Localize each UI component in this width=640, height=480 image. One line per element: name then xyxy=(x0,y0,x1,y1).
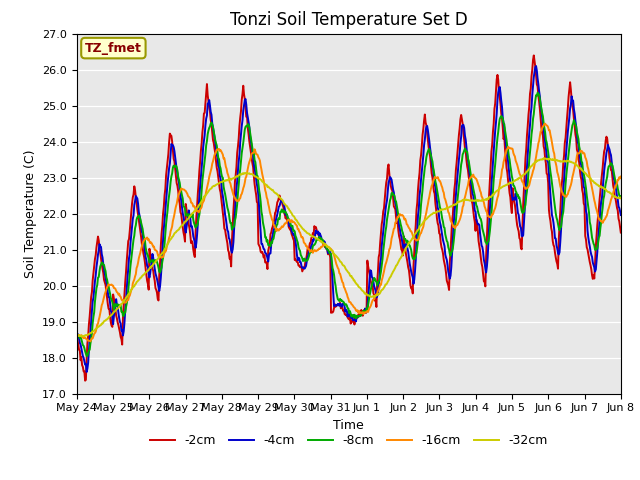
-2cm xyxy=(140,251,147,256)
X-axis label: Time: Time xyxy=(333,419,364,432)
-8cm xyxy=(83,353,90,359)
-16cm xyxy=(86,338,94,344)
-32cm xyxy=(617,195,625,201)
Line: -16cm: -16cm xyxy=(77,124,621,341)
-4cm xyxy=(223,228,231,233)
-2cm xyxy=(73,329,81,335)
-8cm xyxy=(617,193,625,199)
-4cm xyxy=(84,366,92,372)
-32cm xyxy=(81,334,88,339)
Y-axis label: Soil Temperature (C): Soil Temperature (C) xyxy=(24,149,36,278)
-32cm xyxy=(431,210,439,216)
-4cm xyxy=(416,192,424,198)
-16cm xyxy=(223,170,231,176)
-16cm xyxy=(416,233,424,239)
-16cm xyxy=(140,239,147,245)
-8cm xyxy=(431,179,439,185)
-32cm xyxy=(416,224,424,229)
-32cm xyxy=(73,333,81,339)
-32cm xyxy=(223,178,231,183)
-16cm xyxy=(541,121,549,127)
-8cm xyxy=(73,330,81,336)
-8cm xyxy=(534,90,541,96)
-2cm xyxy=(195,180,202,186)
-4cm xyxy=(140,238,147,243)
-8cm xyxy=(140,232,147,238)
-4cm xyxy=(195,204,202,210)
-4cm xyxy=(617,212,625,218)
Line: -8cm: -8cm xyxy=(77,93,621,356)
Line: -4cm: -4cm xyxy=(77,66,621,372)
-32cm xyxy=(540,155,547,161)
-2cm xyxy=(617,230,625,236)
-16cm xyxy=(431,174,439,180)
-16cm xyxy=(73,333,81,338)
-2cm xyxy=(431,201,439,207)
-2cm xyxy=(530,52,538,58)
-16cm xyxy=(195,209,202,215)
-2cm xyxy=(223,240,231,246)
-32cm xyxy=(195,203,202,208)
-4cm xyxy=(532,63,540,69)
Legend: -2cm, -4cm, -8cm, -16cm, -32cm: -2cm, -4cm, -8cm, -16cm, -32cm xyxy=(145,429,553,452)
-8cm xyxy=(416,219,424,225)
-4cm xyxy=(83,369,90,375)
-16cm xyxy=(617,174,625,180)
Line: -2cm: -2cm xyxy=(77,55,621,381)
Title: Tonzi Soil Temperature Set D: Tonzi Soil Temperature Set D xyxy=(230,11,468,29)
-8cm xyxy=(223,204,231,210)
-8cm xyxy=(195,215,202,221)
-4cm xyxy=(431,184,439,190)
-2cm xyxy=(416,170,424,176)
-32cm xyxy=(84,332,92,338)
Text: TZ_fmet: TZ_fmet xyxy=(85,42,142,55)
-8cm xyxy=(84,353,92,359)
-2cm xyxy=(84,340,92,346)
Line: -32cm: -32cm xyxy=(77,158,621,336)
-16cm xyxy=(83,336,90,342)
-4cm xyxy=(73,335,81,341)
-32cm xyxy=(140,272,147,277)
-2cm xyxy=(81,378,89,384)
